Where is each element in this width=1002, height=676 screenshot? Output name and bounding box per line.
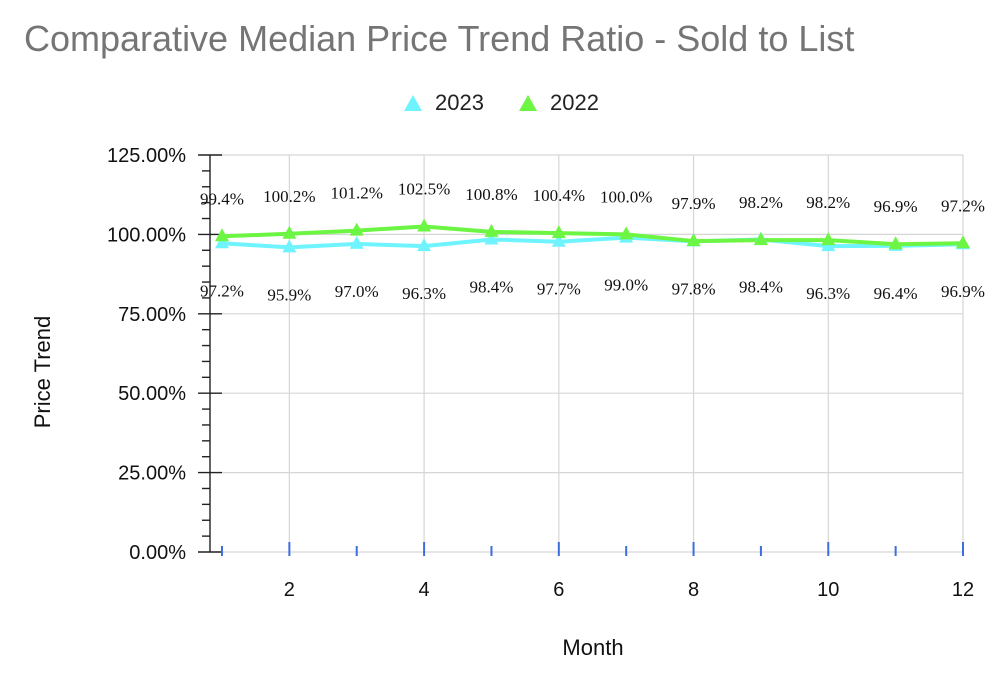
data-label-2022: 100.0% (600, 187, 652, 206)
y-tick-label: 50.00% (118, 383, 186, 405)
point-marker-2023 (417, 238, 432, 252)
data-label-2023: 97.2% (200, 281, 244, 300)
data-label-2023: 97.8% (672, 279, 716, 298)
chart-title: Comparative Median Price Trend Ratio - S… (24, 18, 855, 59)
point-marker-2022 (215, 228, 229, 242)
point-marker-2022 (956, 235, 970, 249)
data-label-2022: 97.9% (672, 194, 716, 213)
series-lines (221, 224, 964, 250)
data-label-2022: 98.2% (806, 193, 850, 212)
data-label-2022: 99.4% (200, 189, 244, 208)
data-label-2023: 97.0% (335, 282, 379, 301)
point-marker-2022 (417, 218, 432, 232)
data-label-2022: 100.4% (533, 186, 585, 205)
data-label-2023: 99.0% (604, 276, 648, 295)
point-marker-2023 (349, 235, 364, 249)
point-marker-2023 (551, 233, 566, 247)
data-label-2023: 98.4% (469, 277, 513, 296)
x-axis-title: Month (562, 635, 623, 660)
legend-item-2022[interactable]: 2022 (518, 90, 599, 116)
data-label-2022: 96.9% (874, 197, 918, 216)
legend-label-2023: 2023 (435, 90, 484, 115)
point-marker-2022 (282, 225, 297, 239)
data-label-2022: 100.8% (465, 185, 517, 204)
point-marker-2022 (484, 223, 499, 237)
data-label-2022: 102.5% (398, 179, 450, 198)
data-label-2023: 96.4% (874, 284, 918, 303)
legend-label-2022: 2022 (550, 90, 599, 115)
point-marker-2022 (551, 225, 566, 239)
legend-marker-2022 (519, 95, 537, 111)
y-tick-label: 75.00% (118, 304, 186, 326)
chart-legend: 2023 2022 (0, 90, 1002, 116)
legend-marker-2023 (404, 95, 423, 111)
point-marker-2023 (215, 235, 229, 249)
x-tick-label: 10 (817, 579, 839, 601)
grid-lines (210, 154, 964, 553)
point-marker-2023 (484, 231, 499, 245)
data-labels: 97.2% 95.9% 97.0% 96.3% 98.4% 97.7% 99.0% 97.8%… (200, 179, 985, 304)
series-line-2022 (221, 224, 964, 247)
point-marker-2022 (753, 232, 768, 246)
data-label-2023: 96.3% (806, 284, 850, 303)
y-tick-label: 25.00% (118, 463, 186, 485)
data-label-2022: 98.2% (739, 193, 783, 212)
x-tick-label: 2 (284, 579, 295, 601)
data-label-2022: 97.2% (941, 196, 985, 215)
y-axis-title: Price Trend (30, 316, 55, 429)
x-tick-label: 12 (952, 579, 974, 601)
legend-item-2023[interactable]: 2023 (403, 90, 484, 116)
y-tick-label: 100.00% (107, 224, 186, 246)
data-label-2023: 96.3% (402, 284, 446, 303)
point-marker-2022 (686, 233, 701, 247)
series-line-2023 (221, 235, 964, 250)
point-marker-2022 (888, 236, 903, 250)
x-tick-label: 4 (419, 579, 430, 601)
data-label-2023: 96.9% (941, 282, 985, 301)
data-label-2022: 101.2% (331, 184, 383, 203)
point-marker-2022 (821, 232, 836, 246)
y-tick-label: 125.00% (107, 145, 186, 167)
x-tick-label: 8 (688, 579, 699, 601)
data-label-2022: 100.2% (263, 187, 315, 206)
data-label-2023: 95.9% (267, 285, 311, 304)
point-marker-2022 (619, 226, 634, 240)
point-marker-2022 (349, 222, 364, 236)
series-markers (215, 218, 970, 253)
point-marker-2023 (282, 239, 297, 253)
data-label-2023: 97.7% (537, 280, 581, 299)
data-label-2023: 98.4% (739, 277, 783, 296)
y-tick-label: 0.00% (129, 542, 186, 564)
axes: 0.00% 25.00% 50.00% 75.00% 100.00% 125.00% 2 4 6… (107, 145, 974, 601)
x-tick-label: 6 (553, 579, 564, 601)
